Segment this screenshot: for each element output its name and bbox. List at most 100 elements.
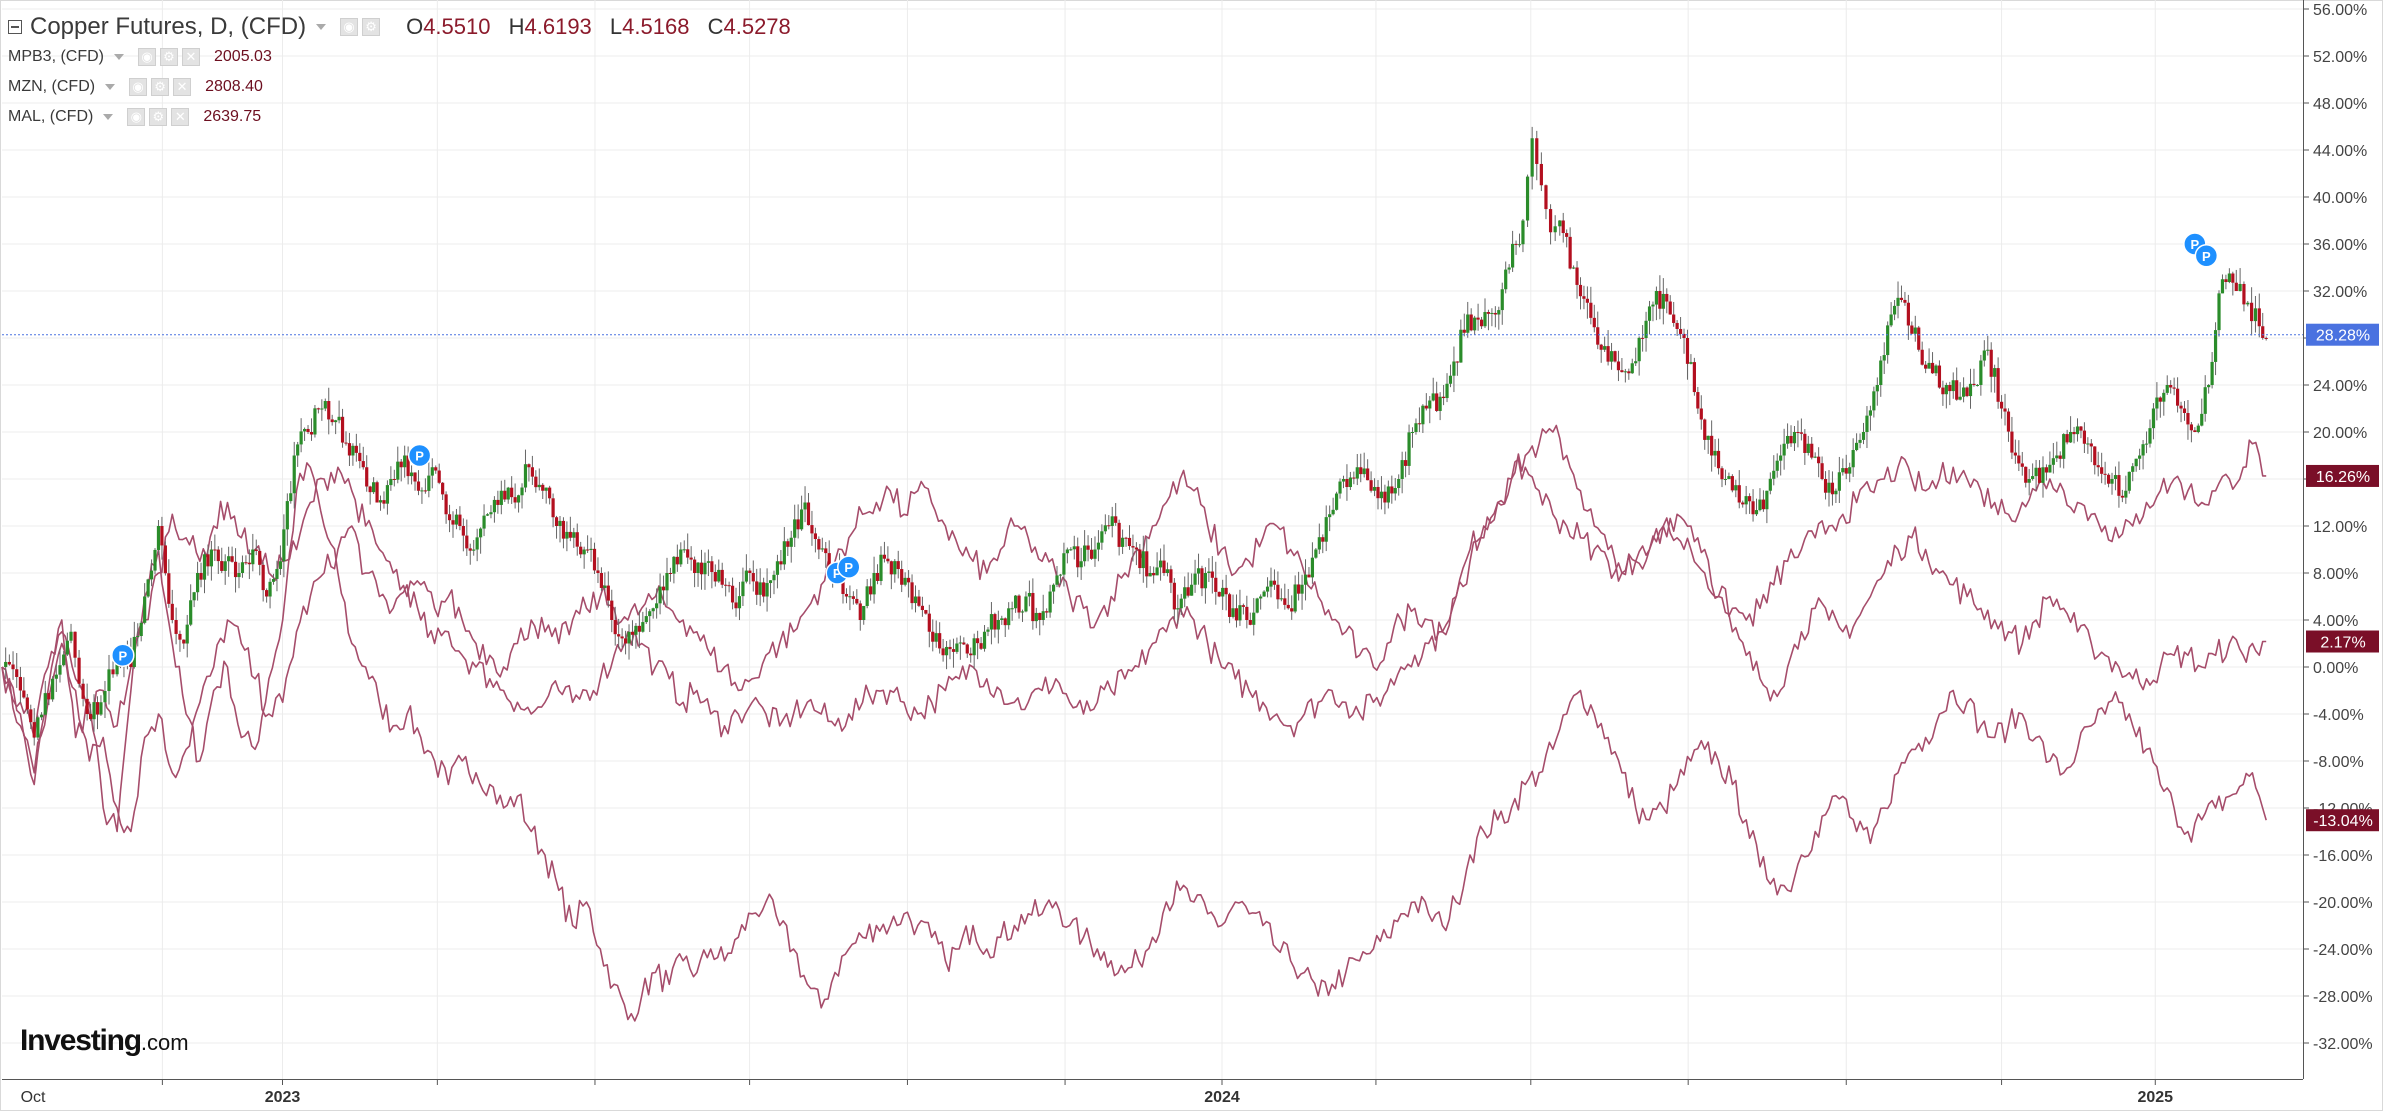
candle [213, 534, 217, 561]
candle-body [561, 520, 566, 539]
eye-icon[interactable]: ◉ [138, 48, 156, 66]
candle-body [167, 573, 171, 604]
candle-body [2037, 467, 2042, 483]
gear-icon[interactable]: ⚙ [362, 18, 381, 36]
candle [1096, 530, 1101, 562]
series-badge-mpb3-label: -13.04% [2313, 813, 2373, 830]
candle-body [1031, 592, 1035, 622]
gear-icon[interactable]: ⚙ [149, 108, 168, 126]
candle-body [1685, 338, 1690, 364]
candle-body [1352, 477, 1356, 479]
candle [1613, 350, 1617, 363]
candle-body [2182, 408, 2187, 414]
candle [1837, 456, 1841, 504]
candle [2120, 489, 2124, 503]
gear-icon[interactable]: ⚙ [160, 48, 178, 66]
candle-body [1979, 360, 1983, 385]
candle-body [2106, 474, 2111, 484]
chevron-down-icon[interactable] [103, 114, 114, 120]
candle [2148, 419, 2152, 448]
eye-icon[interactable]: ◉ [129, 78, 148, 96]
candle-body [2242, 283, 2246, 305]
candle [1024, 591, 1028, 613]
candle-body [548, 487, 552, 499]
candle [1017, 594, 1021, 619]
candle [1713, 439, 1717, 467]
candle-body [1297, 584, 1301, 594]
candle-body [1748, 496, 1752, 502]
candle [1820, 456, 1824, 481]
candle [1172, 578, 1176, 620]
chevron-down-icon[interactable] [105, 84, 116, 90]
overlay-label-mzn[interactable]: MZN, (CFD) [8, 78, 96, 95]
candle [869, 578, 873, 601]
close-icon[interactable]: ✕ [173, 78, 192, 96]
candle [2264, 336, 2268, 341]
eye-icon[interactable]: ◉ [127, 108, 146, 126]
candle-body [2131, 466, 2135, 472]
candle [1404, 451, 1408, 478]
candle-body [1647, 306, 1652, 321]
candle-body [1696, 392, 1700, 409]
candle-body [1214, 577, 1218, 592]
candle-body [844, 593, 849, 597]
candle [1568, 227, 1572, 270]
candle-body [717, 569, 721, 582]
instrument-title[interactable]: Copper Futures, D, (CFD) [30, 13, 307, 40]
overlay-label-mpb3[interactable]: MPB3, (CFD) [8, 48, 104, 65]
close-icon[interactable]: ✕ [171, 108, 190, 126]
candle-body [316, 408, 320, 410]
close-key: C [707, 14, 724, 39]
candle [99, 695, 103, 716]
candle-body [2058, 455, 2062, 459]
chevron-down-icon[interactable] [316, 24, 327, 30]
candle-body [185, 624, 189, 644]
candle [1393, 478, 1397, 501]
candle [2065, 429, 2069, 445]
candle [1331, 497, 1335, 516]
high-key: H [508, 14, 525, 39]
candle-body [1855, 442, 1859, 451]
candle-body [606, 585, 610, 601]
candle [1217, 591, 1221, 598]
candle [541, 483, 545, 499]
candle [599, 567, 604, 591]
candle [1134, 542, 1138, 566]
candle-body [1734, 485, 1738, 491]
candle-body [354, 445, 358, 453]
candle [1730, 474, 1734, 493]
candle-body [1606, 346, 1610, 362]
collapse-icon[interactable] [8, 20, 22, 34]
candle [1623, 368, 1627, 383]
candle-body [1575, 267, 1579, 285]
gear-icon[interactable]: ⚙ [151, 78, 170, 96]
eye-icon[interactable]: ◉ [340, 18, 359, 36]
candle-body [1716, 450, 1721, 469]
candle [1934, 364, 1938, 377]
candle [1117, 519, 1121, 556]
candle [1334, 491, 1339, 511]
overlay-label-mal[interactable]: MAL, (CFD) [8, 108, 94, 125]
close-icon[interactable]: ✕ [182, 48, 200, 66]
candle-body [568, 531, 572, 538]
chevron-down-icon[interactable] [114, 54, 124, 60]
candle-body [174, 620, 178, 634]
candle-body [7, 661, 11, 665]
x-tick-labels: Oct 2023 2024 2025 [21, 1079, 2173, 1106]
candle [972, 633, 976, 670]
candle-body [720, 569, 724, 585]
candle [689, 546, 693, 571]
candle-body [372, 482, 376, 493]
candle-body [465, 535, 469, 549]
candle-body [2100, 467, 2104, 474]
candle [962, 637, 966, 646]
candle [479, 527, 483, 554]
candle [1279, 588, 1283, 602]
candle-body [679, 549, 683, 565]
candle [1072, 535, 1076, 560]
candle [209, 541, 213, 581]
candle [1661, 278, 1665, 325]
candle [271, 573, 276, 585]
